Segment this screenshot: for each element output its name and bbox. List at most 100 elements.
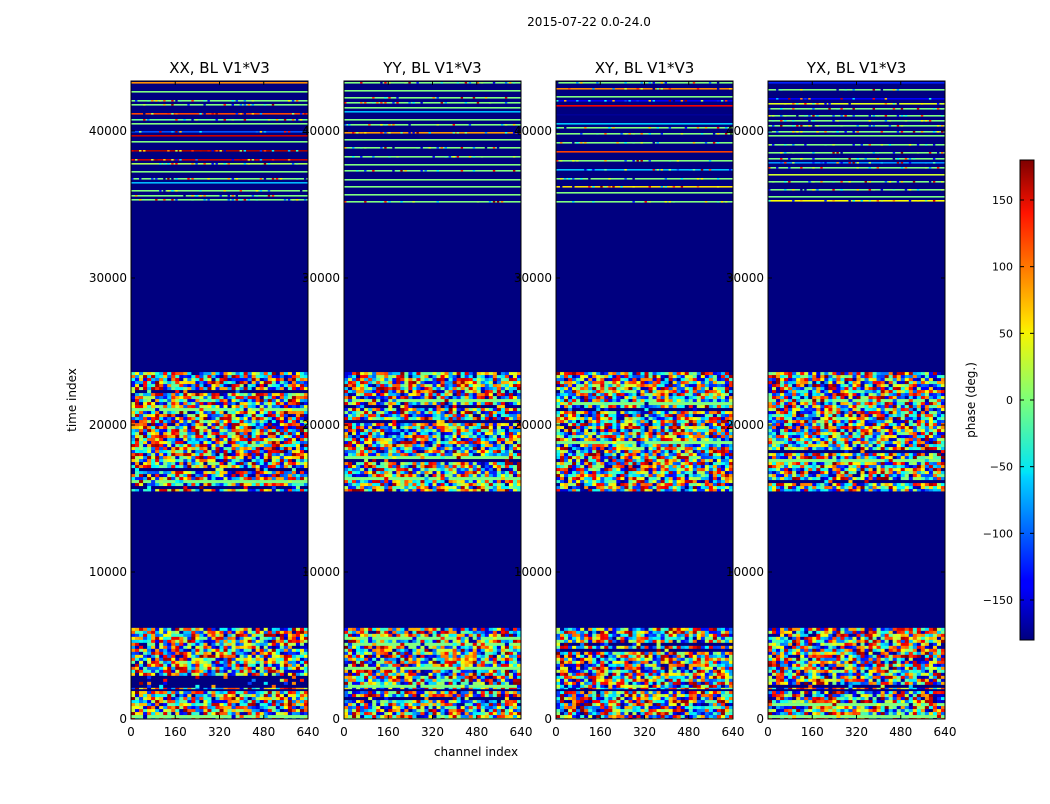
heatmap-cell — [288, 489, 292, 491]
heatmap-cell — [143, 652, 147, 655]
heatmap-cell — [296, 100, 298, 102]
heatmap-cell — [220, 706, 224, 709]
heatmap-cell — [215, 709, 219, 712]
heatmap-cell — [248, 447, 252, 450]
heatmap-cell — [489, 658, 493, 661]
heatmap-cell — [147, 643, 151, 646]
heatmap-cell — [408, 703, 412, 706]
heatmap-cell — [469, 661, 473, 664]
heatmap-cell — [252, 104, 254, 106]
heatmap-cell — [167, 691, 171, 694]
heatmap-cell — [215, 396, 219, 399]
heatmap-cell — [292, 465, 296, 468]
heatmap-cell — [167, 646, 171, 649]
heatmap-cell — [416, 712, 420, 715]
heatmap-cell — [477, 697, 481, 700]
heatmap-cell — [372, 661, 376, 664]
heatmap-cell — [300, 649, 304, 652]
heatmap-cell — [215, 471, 219, 474]
heatmap-cell — [433, 667, 437, 670]
heatmap-cell — [244, 420, 248, 423]
heatmap-cell — [364, 372, 368, 375]
heatmap-cell — [477, 715, 481, 718]
heatmap-cell — [392, 688, 396, 689]
heatmap-cell — [167, 489, 171, 491]
heatmap-cell — [151, 628, 155, 631]
heatmap-cell — [171, 163, 173, 165]
heatmap-cell — [288, 131, 290, 133]
heatmap-cell — [428, 664, 432, 667]
heatmap-cell — [473, 676, 477, 679]
heatmap-cell — [163, 429, 167, 432]
heatmap-cell — [420, 709, 424, 712]
heatmap-cell — [288, 381, 292, 384]
heatmap-cell — [264, 640, 268, 643]
heatmap-cell — [264, 381, 268, 384]
heatmap-cell — [300, 709, 304, 712]
heatmap-cell — [240, 393, 244, 396]
heatmap-cell — [248, 387, 252, 390]
heatmap-cell — [485, 658, 489, 661]
heatmap-cell — [191, 119, 193, 121]
heatmap-cell — [292, 113, 294, 115]
heatmap-cell — [280, 489, 284, 491]
heatmap-cell — [272, 420, 276, 423]
heatmap-cell — [163, 670, 167, 673]
chart-suptitle-text: 2015-07-22 0.0-24.0 — [527, 15, 651, 29]
heatmap-cell — [151, 489, 155, 491]
heatmap-cell — [364, 664, 368, 667]
heatmap-cell — [248, 441, 252, 444]
heatmap-cell — [384, 381, 388, 384]
heatmap-cell — [143, 694, 147, 697]
heatmap-cell — [388, 706, 392, 709]
heatmap-cell — [376, 634, 380, 637]
heatmap-cell — [248, 159, 250, 161]
heatmap-cell — [139, 402, 143, 405]
heatmap-cell — [457, 658, 461, 661]
heatmap-cell — [220, 396, 224, 399]
heatmap-cell — [151, 378, 155, 381]
heatmap-cell — [252, 655, 256, 658]
heatmap-cell — [360, 643, 364, 646]
heatmap-cell — [465, 673, 469, 676]
heatmap-cell — [211, 471, 215, 474]
heatmap-cell — [477, 649, 481, 652]
heatmap-cell — [187, 694, 191, 697]
heatmap-cell — [497, 685, 501, 688]
heatmap-cell — [473, 643, 477, 646]
heatmap-cell — [244, 637, 248, 640]
heatmap-cell — [207, 673, 211, 676]
heatmap-cell — [437, 697, 441, 700]
heatmap-cell — [252, 387, 256, 390]
heatmap-cell — [228, 414, 232, 417]
heatmap-cell — [292, 628, 296, 631]
heatmap-cell — [284, 658, 288, 661]
heatmap-cell — [187, 104, 189, 106]
heatmap-cell — [155, 685, 159, 688]
heatmap-cell — [380, 664, 384, 667]
heatmap-cell — [163, 652, 167, 655]
heatmap-cell — [284, 676, 288, 679]
heatmap-cell — [268, 697, 272, 700]
heatmap-cell — [252, 435, 256, 438]
heatmap-cell — [179, 673, 183, 676]
heatmap-cell — [187, 417, 191, 420]
heatmap-cell — [368, 688, 372, 689]
heatmap-cell — [364, 685, 368, 688]
heatmap-cell — [171, 190, 173, 192]
heatmap-cell — [151, 652, 155, 655]
heatmap-cell — [236, 715, 240, 718]
heatmap-cell — [284, 468, 288, 471]
heatmap-cell — [276, 709, 280, 712]
heatmap-cell — [187, 390, 191, 393]
heatmap-cell — [352, 679, 356, 682]
heatmap-cell — [179, 715, 183, 718]
heatmap-cell — [513, 706, 517, 709]
heatmap-cell — [131, 670, 135, 673]
heatmap-cell — [276, 646, 280, 649]
heatmap-cell — [416, 652, 420, 655]
heatmap-cell — [396, 664, 400, 667]
heatmap-cell — [135, 670, 139, 673]
heatmap-cell — [280, 408, 284, 411]
heatmap-cell — [187, 402, 191, 405]
